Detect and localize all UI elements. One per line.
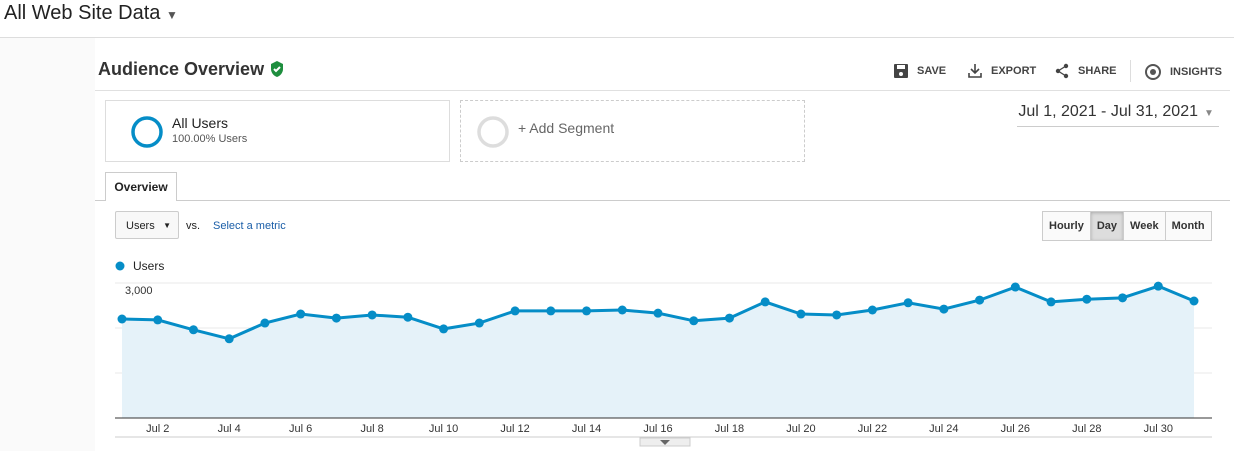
date-caret: ▼ bbox=[1204, 108, 1214, 119]
verified-icon bbox=[271, 61, 284, 77]
add-segment-label: + Add Segment bbox=[518, 120, 615, 136]
divider bbox=[95, 90, 1230, 91]
add-segment[interactable]: + Add Segment bbox=[460, 100, 805, 162]
separator bbox=[1130, 60, 1131, 82]
x-tick-label: Jul 20 bbox=[786, 423, 815, 435]
point bbox=[689, 316, 699, 326]
insights-button[interactable]: INSIGHTS bbox=[1144, 63, 1222, 81]
x-tick-label: Jul 30 bbox=[1144, 423, 1173, 435]
point bbox=[1082, 294, 1092, 304]
view-selector[interactable]: All Web Site Data ▼ bbox=[4, 2, 178, 24]
point bbox=[224, 334, 234, 344]
point bbox=[260, 318, 270, 328]
x-tick-label: Jul 6 bbox=[289, 423, 312, 435]
metric-label: Users bbox=[126, 220, 155, 232]
point bbox=[331, 313, 341, 323]
vs-label: vs. bbox=[186, 220, 201, 232]
legend: Users bbox=[115, 259, 164, 273]
tab[interactable]: Overview bbox=[105, 172, 177, 201]
point bbox=[653, 308, 663, 318]
report-title-text: Audience Overview bbox=[98, 59, 265, 79]
x-tick-label: Jul 26 bbox=[1001, 423, 1030, 435]
point bbox=[760, 297, 770, 307]
save-icon bbox=[894, 64, 908, 78]
point bbox=[903, 298, 913, 308]
segment-detail: 100.00% Users bbox=[172, 133, 248, 145]
select-metric-link[interactable]: Select a metric bbox=[213, 220, 286, 232]
point bbox=[546, 306, 556, 316]
point bbox=[510, 306, 520, 316]
view-title: All Web Site Data bbox=[4, 2, 161, 24]
date-range[interactable]: Jul 1, 2021 - Jul 31, 2021 bbox=[1018, 103, 1198, 121]
point bbox=[582, 306, 592, 316]
point bbox=[832, 310, 842, 320]
point bbox=[367, 310, 377, 320]
x-tick-label: Jul 18 bbox=[715, 423, 744, 435]
action-label: EXPORT bbox=[991, 65, 1037, 77]
point bbox=[796, 309, 806, 319]
sidebar bbox=[0, 38, 95, 451]
x-tick-label: Jul 16 bbox=[643, 423, 672, 435]
x-tick-label: Jul 12 bbox=[500, 423, 529, 435]
report-title: Audience Overview bbox=[98, 59, 285, 80]
x-tick-label: Jul 28 bbox=[1072, 423, 1101, 435]
divider bbox=[95, 200, 1230, 201]
metric-dropdown[interactable]: Users ▼ bbox=[115, 211, 179, 239]
legend-swatch bbox=[115, 261, 125, 271]
action-label: SAVE bbox=[917, 65, 947, 77]
point bbox=[867, 305, 877, 315]
action-label: SHARE bbox=[1078, 65, 1117, 77]
point bbox=[1118, 293, 1128, 303]
point bbox=[474, 318, 484, 328]
share-icon bbox=[1055, 63, 1069, 79]
x-tick-label: Jul 24 bbox=[929, 423, 958, 435]
segment-circle bbox=[477, 116, 509, 148]
y-tick-label: 3,000 bbox=[125, 285, 153, 297]
area bbox=[122, 286, 1194, 418]
granularity-group: Hourly Day Week Month bbox=[1042, 211, 1212, 241]
point bbox=[153, 315, 163, 325]
x-tick-label: Jul 2 bbox=[146, 423, 169, 435]
segment-circle bbox=[131, 116, 163, 148]
x-tick-label: Jul 4 bbox=[218, 423, 241, 435]
x-tick-label: Jul 14 bbox=[572, 423, 601, 435]
divider bbox=[0, 37, 1234, 38]
insights-icon bbox=[1145, 64, 1161, 80]
export-button[interactable]: EXPORT bbox=[967, 63, 1036, 79]
granularity-button[interactable]: Hourly bbox=[1042, 211, 1091, 241]
point bbox=[1189, 296, 1199, 306]
segment-name: All Users bbox=[172, 115, 229, 131]
granularity-button[interactable]: Day bbox=[1089, 211, 1125, 241]
point bbox=[975, 295, 985, 305]
point bbox=[1010, 282, 1020, 292]
export-icon bbox=[968, 64, 982, 78]
expand-arrow bbox=[660, 440, 670, 445]
segment-card[interactable]: All Users 100.00% Users bbox=[105, 100, 450, 162]
share-button[interactable]: SHARE bbox=[1054, 63, 1117, 79]
action-label: INSIGHTS bbox=[1170, 66, 1222, 78]
date-underline bbox=[1017, 126, 1219, 127]
date-range-text: Jul 1, 2021 - Jul 31, 2021 bbox=[1018, 103, 1198, 120]
point bbox=[403, 312, 413, 322]
x-tick-label: Jul 22 bbox=[858, 423, 887, 435]
granularity-button[interactable]: Month bbox=[1164, 211, 1212, 241]
granularity-button[interactable]: Week bbox=[1123, 211, 1166, 241]
point bbox=[939, 304, 949, 314]
point bbox=[1046, 297, 1056, 307]
point bbox=[724, 313, 734, 323]
x-tick-label: Jul 10 bbox=[429, 423, 458, 435]
x-tick-label: Jul 8 bbox=[361, 423, 384, 435]
point bbox=[296, 309, 306, 319]
point bbox=[188, 325, 198, 335]
point bbox=[1153, 281, 1163, 291]
point bbox=[617, 305, 627, 315]
legend-label: Users bbox=[133, 259, 165, 273]
save-button[interactable]: SAVE bbox=[893, 63, 946, 79]
point bbox=[117, 314, 127, 324]
point bbox=[439, 324, 449, 334]
